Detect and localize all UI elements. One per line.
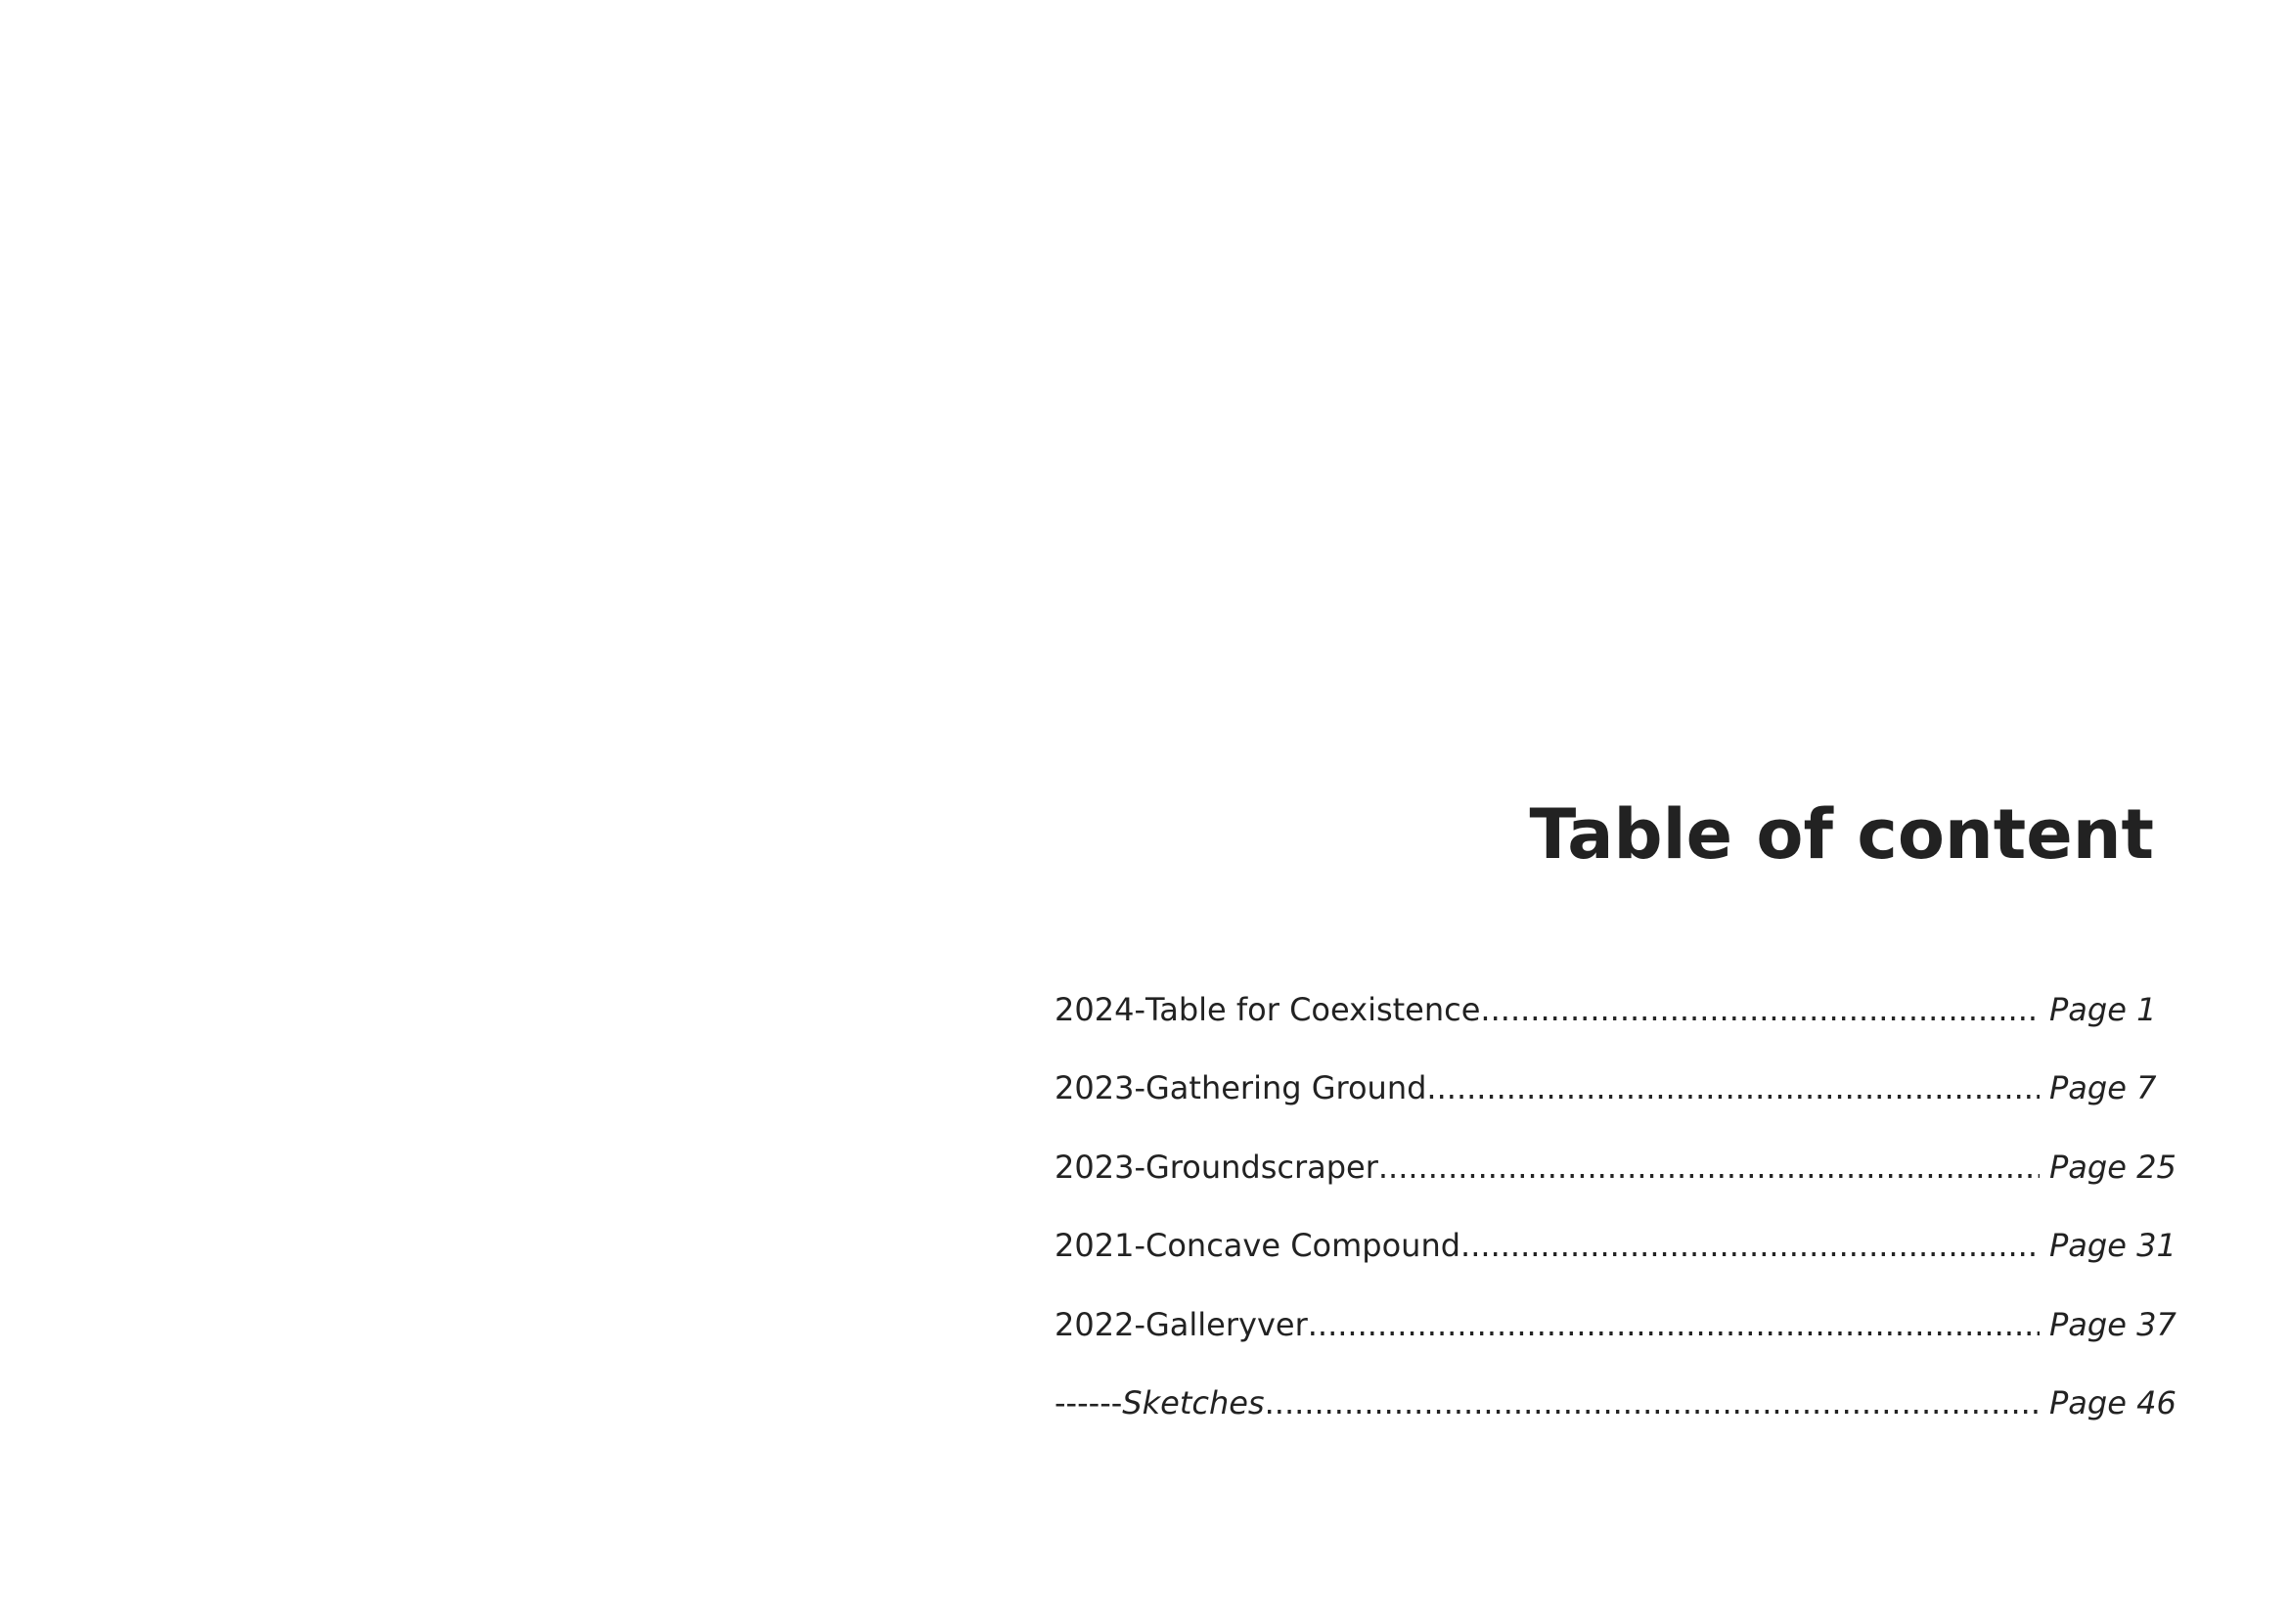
toc-entry-prefix: 2021- [1055,1227,1145,1265]
toc-entry-page: Page 25 [2049,1148,2177,1186]
toc-entry-prefix: ------ [1055,1383,1123,1421]
toc-entry-page: Page 1 [2049,991,2157,1028]
toc-entry-page: Page 46 [2049,1383,2177,1421]
dot-leader: ........................................… [1460,1227,2040,1265]
toc-entry-title: Concave Compound [1144,1227,1461,1265]
toc-entry-page: Page 37 [2049,1305,2177,1343]
toc-entry-title: Galleryver [1144,1305,1308,1343]
toc-entry-title: Table for Coexistence [1144,991,1481,1028]
toc-entry-prefix: 2024- [1055,991,1145,1028]
dot-leader: ........................................… [1480,991,2040,1028]
toc-entry-title: Gathering Ground [1144,1069,1427,1107]
toc-entry-prefix: 2023- [1055,1069,1145,1107]
toc-entry[interactable]: 2023- Gathering Ground..................… [1055,1069,2189,1148]
dot-leader: ........................................… [1377,1148,2040,1186]
toc-entry-prefix: 2023- [1055,1148,1145,1186]
toc-entry-title: Sketches [1122,1383,1265,1421]
dot-leader: ........................................… [1307,1305,2040,1343]
toc-entry[interactable]: 2022- Galleryver........................… [1055,1306,2189,1384]
toc-entry-title: Groundscraper [1144,1148,1378,1186]
dot-leader: ........................................… [1264,1383,2040,1421]
toc-entry[interactable]: 2023- Groundscraper.....................… [1055,1149,2189,1227]
page-title: Table of content [1529,794,2154,875]
table-of-contents: 2024- Table for Coexistence.............… [1055,991,2189,1463]
toc-entry-page: Page 31 [2049,1227,2177,1265]
toc-entry[interactable]: 2021- Concave Compound..................… [1055,1227,2189,1305]
toc-entry[interactable]: ------ Sketches.........................… [1055,1384,2189,1463]
dot-leader: ........................................… [1426,1069,2040,1107]
toc-entry[interactable]: 2024- Table for Coexistence.............… [1055,991,2189,1069]
toc-entry-prefix: 2022- [1055,1305,1145,1343]
toc-entry-page: Page 7 [2049,1069,2157,1107]
